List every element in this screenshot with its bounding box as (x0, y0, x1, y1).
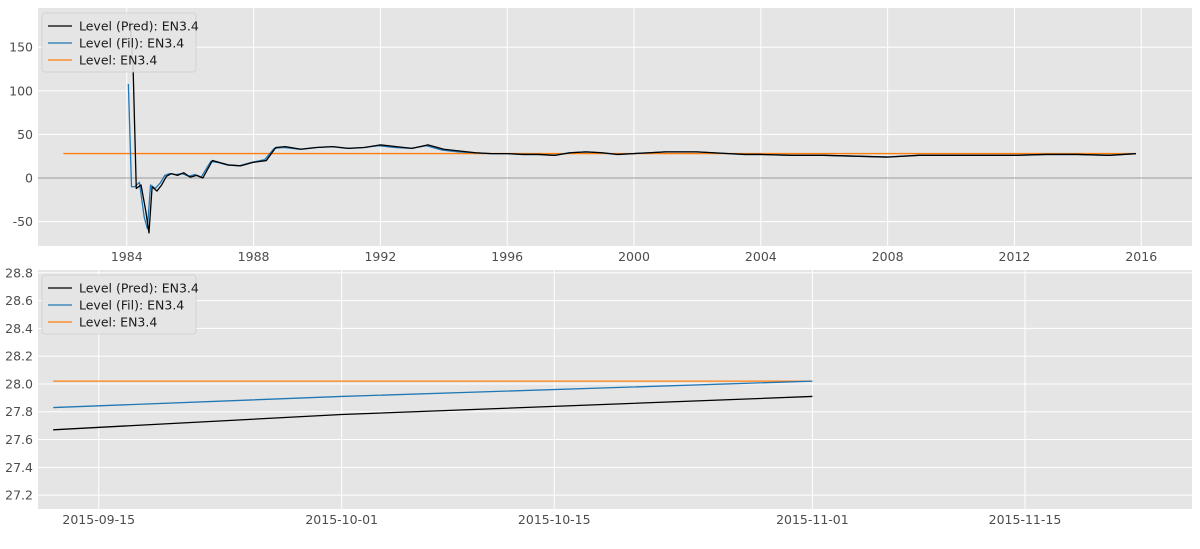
y-tick-label: 100 (9, 83, 33, 98)
legend-frame (41, 274, 197, 335)
y-tick-label: 27.2 (5, 488, 33, 503)
y-tick-label: 28.4 (5, 321, 33, 336)
x-tick-label: 2008 (872, 249, 904, 264)
x-tick-label: 2015-11-15 (989, 512, 1062, 527)
y-tick-label: 28.8 (5, 265, 33, 280)
x-tick-label: 2015-09-15 (62, 512, 135, 527)
legend-label: Level (Pred): EN3.4 (79, 19, 199, 34)
plot-area (38, 8, 1192, 246)
y-tick-label: 28.2 (5, 349, 33, 364)
y-tick-label: 28.0 (5, 376, 33, 391)
x-tick-label: 1992 (364, 249, 396, 264)
y-tick-label: 27.8 (5, 404, 33, 419)
legend-frame (41, 12, 197, 73)
x-tick-label: 1984 (111, 249, 143, 264)
x-tick-label: 2015-11-01 (776, 512, 849, 527)
legend-label: Level: EN3.4 (79, 315, 157, 330)
y-tick-label: -50 (13, 214, 33, 229)
y-tick-label: 50 (17, 127, 33, 142)
y-tick-label: 27.4 (5, 460, 33, 475)
x-tick-label: 2015-10-01 (305, 512, 378, 527)
y-tick-label: 150 (9, 40, 33, 55)
overview-chart: -50 0 50 100 150 1984 1988 1992 1996 2000 2004 2008… (9, 8, 1192, 264)
plot-area (38, 270, 1192, 509)
legend-label: Level (Fil): EN3.4 (79, 298, 184, 313)
x-tick-label: 1988 (238, 249, 270, 264)
x-tick-label: 1996 (491, 249, 523, 264)
legend: Level (Pred): EN3.4 Level (Fil): EN3.4 Lev… (41, 12, 199, 73)
series-line-0 (53, 395, 813, 431)
legend-label: Level (Pred): EN3.4 (79, 281, 199, 296)
zoomed-chart: 27.2 27.4 27.6 27.8 28.0 28.2 28.4 28.6 28.8 2015… (5, 265, 1192, 527)
y-tick-label: 0 (25, 171, 33, 186)
x-tick-label: 2016 (1125, 249, 1157, 264)
legend: Level (Pred): EN3.4 Level (Fil): EN3.4 Lev… (41, 274, 199, 335)
x-tick-label: 2015-10-15 (518, 512, 591, 527)
x-tick-label: 2004 (745, 249, 777, 264)
series-line-0 (129, 21, 1136, 234)
legend-label: Level (Fil): EN3.4 (79, 36, 184, 51)
y-tick-label: 28.6 (5, 293, 33, 308)
x-tick-label: 2012 (999, 249, 1031, 264)
y-tick-label: 27.6 (5, 432, 33, 447)
series-line-1 (53, 380, 813, 409)
x-tick-label: 2000 (618, 249, 650, 264)
legend-label: Level: EN3.4 (79, 53, 157, 68)
